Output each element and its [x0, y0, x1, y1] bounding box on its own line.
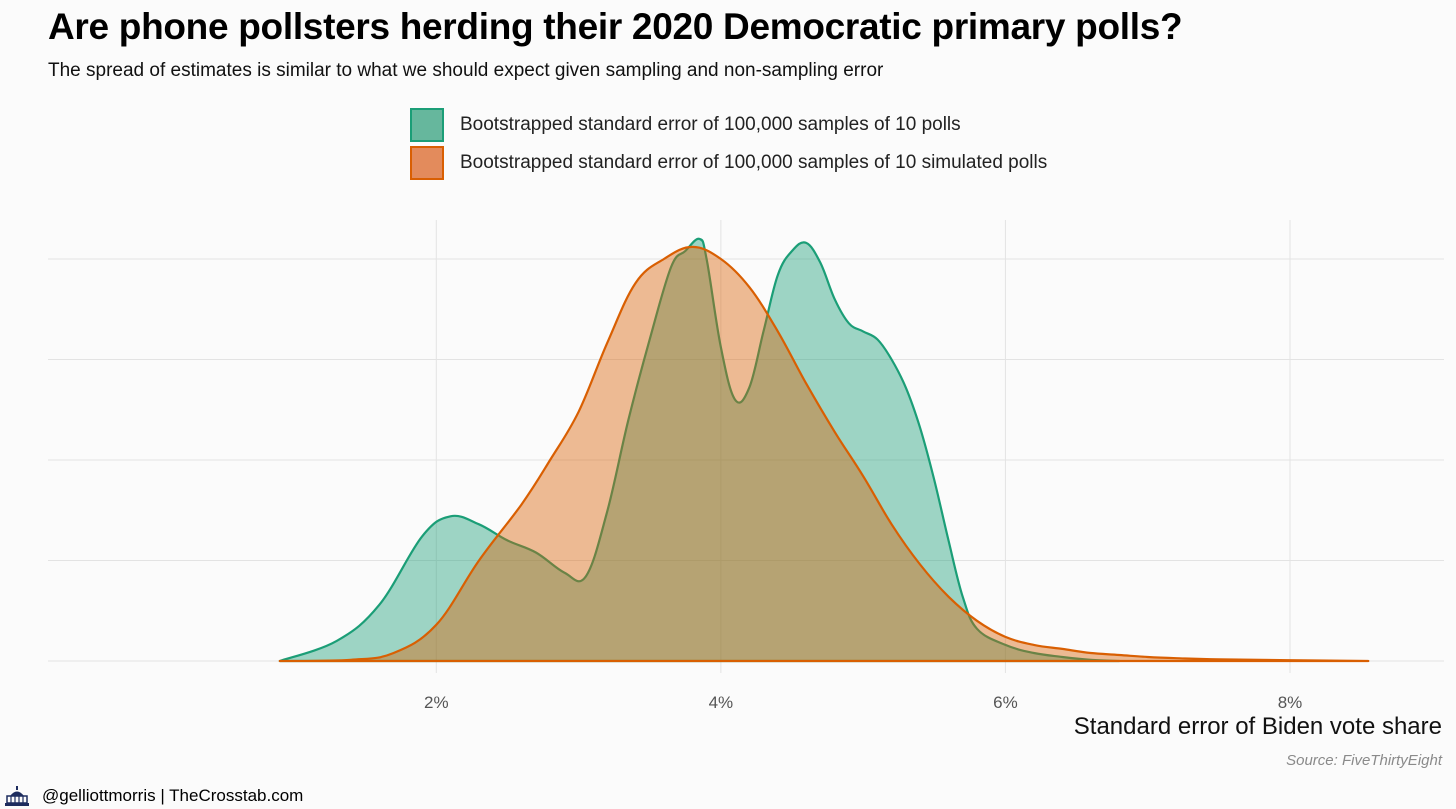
- footer-credit-text: @gelliottmorris | TheCrosstab.com: [42, 786, 304, 805]
- x-tick-label: 6%: [993, 693, 1018, 712]
- legend-swatch-polls: [410, 108, 444, 142]
- x-axis-title: Standard error of Biden vote share: [1073, 713, 1442, 740]
- x-tick-label: 8%: [1278, 693, 1303, 712]
- density-area-polls: [278, 237, 1121, 663]
- x-tick-label: 2%: [424, 693, 449, 712]
- source-note: Source: FiveThirtyEight: [1286, 752, 1442, 769]
- chart-subtitle: The spread of estimates is similar to wh…: [48, 60, 884, 81]
- legend-label-simulated: Bootstrapped standard error of 100,000 s…: [460, 152, 1048, 173]
- legend-swatch-simulated: [410, 146, 444, 180]
- chart-title: Are phone pollsters herding their 2020 D…: [48, 6, 1183, 47]
- x-tick-label: 4%: [709, 693, 734, 712]
- legend-item-polls[interactable]: Bootstrapped standard error of 100,000 s…: [410, 106, 1047, 144]
- legend: Bootstrapped standard error of 100,000 s…: [410, 106, 1047, 182]
- footer-credit: @gelliottmorris | TheCrosstab.com: [4, 785, 303, 807]
- density-area-simulated: [278, 245, 1370, 663]
- legend-label-polls: Bootstrapped standard error of 100,000 s…: [460, 114, 961, 135]
- capitol-dome-icon: [5, 786, 29, 806]
- legend-item-simulated[interactable]: Bootstrapped standard error of 100,000 s…: [410, 144, 1047, 182]
